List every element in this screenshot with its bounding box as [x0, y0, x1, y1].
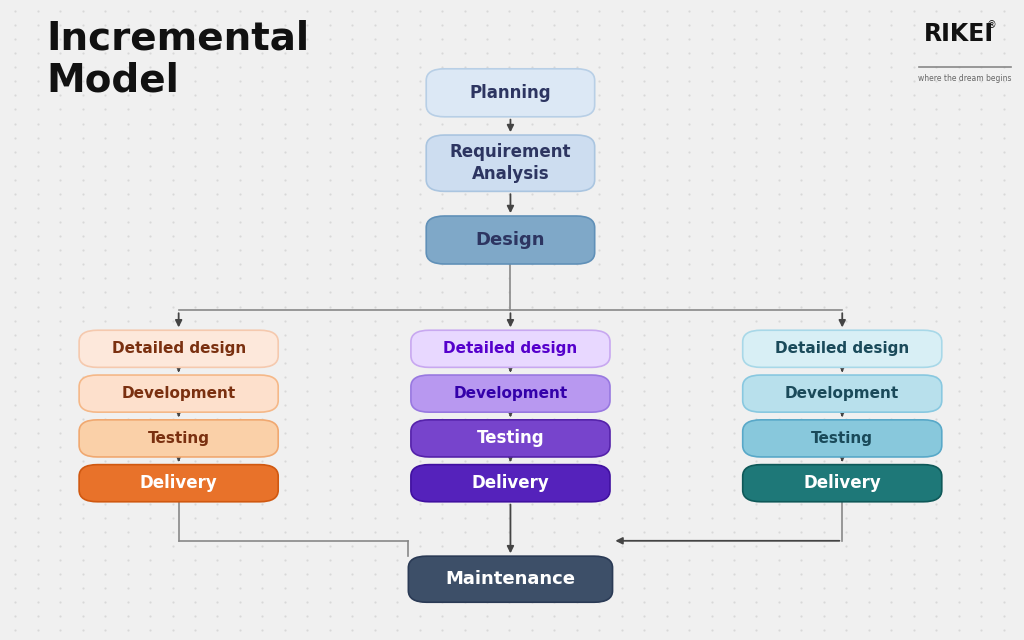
Text: Delivery: Delivery [804, 474, 881, 492]
FancyBboxPatch shape [79, 465, 279, 502]
Text: Design: Design [476, 231, 545, 249]
Text: Development: Development [454, 386, 567, 401]
FancyBboxPatch shape [79, 330, 279, 367]
FancyBboxPatch shape [411, 465, 610, 502]
FancyBboxPatch shape [411, 330, 610, 367]
FancyBboxPatch shape [426, 216, 595, 264]
Text: Incremental
Model: Incremental Model [46, 19, 309, 100]
FancyBboxPatch shape [426, 69, 595, 117]
Text: Testing: Testing [811, 431, 873, 446]
Text: Requirement
Analysis: Requirement Analysis [450, 143, 571, 183]
FancyBboxPatch shape [79, 375, 279, 412]
Text: Detailed design: Detailed design [775, 341, 909, 356]
Text: Testing: Testing [476, 429, 545, 447]
Text: Detailed design: Detailed design [443, 341, 578, 356]
FancyBboxPatch shape [742, 465, 942, 502]
Text: Planning: Planning [470, 84, 551, 102]
FancyBboxPatch shape [742, 420, 942, 457]
Text: ®: ® [986, 20, 996, 31]
FancyBboxPatch shape [409, 556, 612, 602]
FancyBboxPatch shape [411, 420, 610, 457]
Text: RIKEI: RIKEI [924, 22, 994, 47]
FancyBboxPatch shape [426, 135, 595, 191]
Text: Testing: Testing [147, 431, 210, 446]
Text: Delivery: Delivery [140, 474, 217, 492]
Text: Development: Development [785, 386, 899, 401]
FancyBboxPatch shape [411, 375, 610, 412]
FancyBboxPatch shape [742, 375, 942, 412]
Text: Delivery: Delivery [472, 474, 549, 492]
Text: Maintenance: Maintenance [445, 570, 575, 588]
FancyBboxPatch shape [79, 420, 279, 457]
Text: Detailed design: Detailed design [112, 341, 246, 356]
Text: where the dream begins: where the dream begins [918, 74, 1012, 83]
FancyBboxPatch shape [742, 330, 942, 367]
Text: Development: Development [122, 386, 236, 401]
